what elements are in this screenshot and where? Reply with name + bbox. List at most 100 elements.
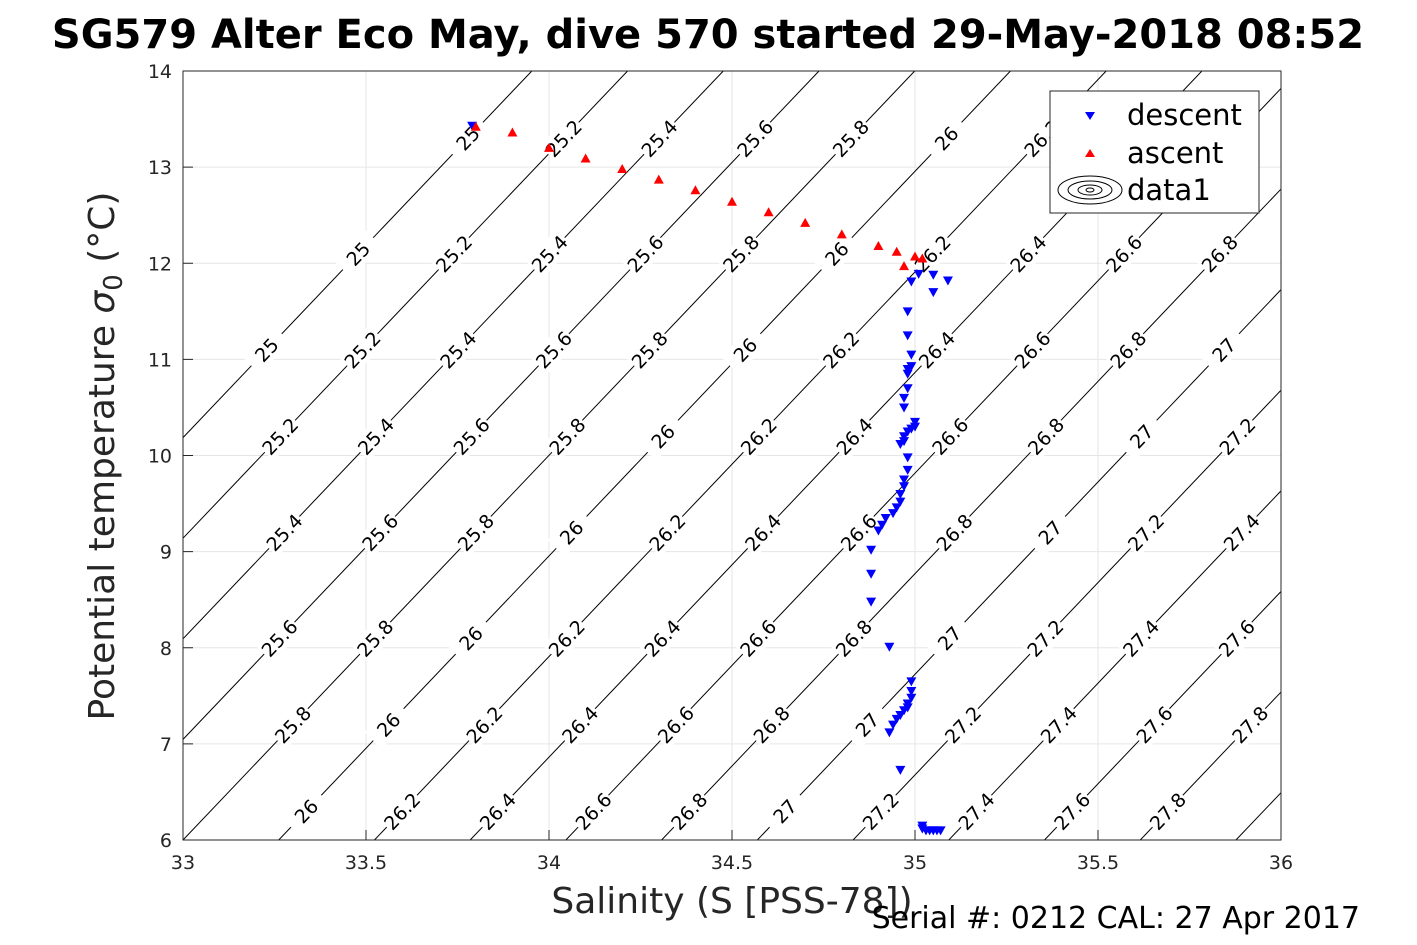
ascent-point — [873, 240, 884, 250]
isopycnal-line — [183, 71, 820, 741]
ascent-point — [800, 217, 811, 227]
contour-label-background — [1195, 229, 1244, 278]
y-axis-label-main: Potential temperature — [82, 314, 123, 721]
contour-label-background — [351, 613, 399, 663]
legend-descent-marker — [1085, 112, 1095, 120]
contour-label: 25.8 — [625, 325, 674, 374]
x-axis-label: Salinity (S [PSS-78]) — [551, 881, 912, 922]
y-axis-label-sigma: σ — [82, 290, 123, 314]
contour-label-background — [638, 613, 687, 663]
descent-point — [935, 826, 946, 836]
contour-label-background — [834, 508, 883, 557]
contour-label-background — [364, 700, 413, 749]
contour-label-background — [447, 412, 496, 461]
y-axis-label-unit: (°C) — [82, 192, 123, 275]
x-tick-label: 35 — [903, 852, 927, 874]
contour-label-background — [760, 786, 809, 836]
contour-label-background — [731, 114, 779, 163]
descent-point — [899, 403, 910, 413]
contour-label-background — [334, 229, 382, 278]
descent-point — [880, 513, 891, 523]
x-tick-label: 34.5 — [711, 852, 753, 874]
contour-label: 27.2 — [1213, 412, 1262, 461]
contour-label-background — [717, 229, 765, 278]
contour-label-background — [721, 325, 770, 374]
ascent-point — [617, 164, 628, 174]
contour-label-background — [812, 229, 861, 278]
contour-label-background — [255, 613, 304, 663]
contour-label-background — [747, 700, 796, 749]
y-axis-label: Potential temperature σ0 (°C) — [82, 192, 129, 721]
contour-label-background — [817, 325, 865, 374]
descent-point — [910, 417, 920, 427]
descent-point — [895, 439, 906, 449]
contour-label-background — [256, 412, 304, 461]
isopycnal-line — [183, 71, 628, 539]
contour-label-background — [1121, 508, 1170, 557]
y-tick-label: 14 — [148, 61, 172, 83]
contour-label-background — [1212, 613, 1261, 663]
contour-label-background — [529, 325, 578, 374]
descent-point — [884, 642, 895, 652]
x-tick-label: 36 — [1269, 852, 1293, 874]
x-tick-label: 34 — [537, 852, 561, 874]
contour-label-background — [1117, 613, 1165, 663]
descent-point — [902, 331, 913, 341]
contour-label-background — [356, 508, 404, 557]
descent-point — [873, 526, 884, 536]
legend: descent ascent data1 — [1049, 90, 1260, 214]
contour-label-background — [926, 412, 974, 461]
y-tick-label: 13 — [148, 157, 172, 179]
y-tick-label: 8 — [160, 638, 172, 660]
contour-label-background — [1004, 229, 1052, 278]
contour-label-background — [260, 508, 309, 557]
contour-label-background — [621, 229, 670, 278]
y-tick-label: 6 — [160, 830, 172, 852]
descent-point — [942, 276, 953, 286]
contour-label-background — [843, 700, 891, 749]
contour-label-background — [1130, 700, 1179, 749]
descent-point — [902, 427, 913, 437]
contour-label-background — [473, 786, 522, 836]
descent-point — [906, 687, 917, 697]
isopycnal-line — [183, 71, 533, 439]
legend-box — [1049, 90, 1260, 214]
contour-label-background — [734, 613, 782, 663]
ascent-point — [917, 253, 928, 263]
contour-label-background — [912, 325, 961, 374]
serial-cal-footer: Serial #: 0212 CAL: 27 Apr 2017 — [872, 901, 1360, 936]
descent-point — [866, 597, 877, 607]
descent-point — [877, 520, 888, 530]
legend-contour-icon — [1057, 175, 1123, 205]
y-tick-label: 10 — [148, 446, 172, 468]
contour-label-background — [625, 325, 674, 374]
contour-label-background — [1213, 412, 1262, 461]
descent-point — [888, 509, 899, 519]
contour-label-background — [1099, 229, 1148, 278]
contour-label-background — [1104, 325, 1152, 374]
contour-label-background — [651, 700, 700, 749]
contour-label-background — [1048, 786, 1096, 836]
contour-label-background — [1117, 412, 1166, 461]
contour-label-background — [434, 325, 482, 374]
contour-label-background — [569, 786, 618, 836]
ascent-point — [507, 127, 518, 137]
descent-point — [888, 720, 899, 730]
ascent-point — [891, 246, 902, 256]
descent-point — [928, 270, 939, 280]
contour-label-background — [830, 412, 879, 461]
x-tick-label: 35.5 — [1077, 852, 1119, 874]
ascent-series — [470, 121, 928, 271]
contour-label-background — [738, 508, 787, 557]
contour-label-background — [734, 412, 783, 461]
descent-point — [902, 465, 913, 475]
contour-label-background — [1034, 700, 1083, 749]
contour-label-background — [542, 613, 591, 663]
y-axis-ticks: 6 7 8 9 10 11 12 13 14 — [148, 61, 193, 852]
isopycnal-line — [183, 71, 724, 640]
contour-label-background — [922, 114, 971, 163]
descent-point — [866, 569, 877, 579]
chart-title: SG579 Alter Eco May, dive 570 started 29… — [52, 12, 1364, 58]
descent-point — [906, 693, 917, 703]
